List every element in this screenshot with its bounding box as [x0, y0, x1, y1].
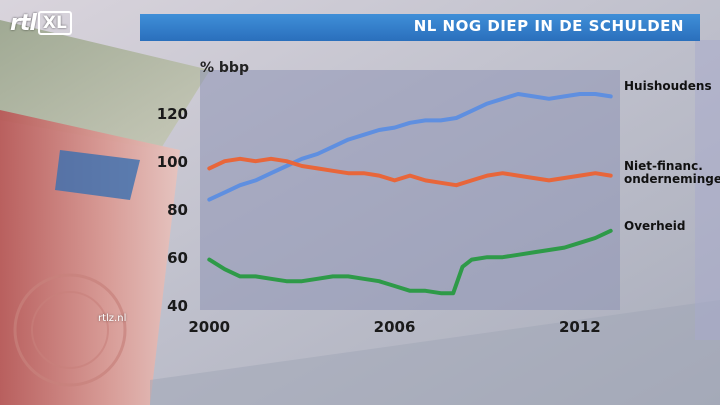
- x-axis-ticks: 2000 2006 2012: [188, 318, 600, 336]
- legend-label-households: Huishoudens: [624, 79, 712, 93]
- title-bar: NL NOG DIEP IN DE SCHULDEN: [140, 14, 700, 41]
- logo-xl-badge: XL: [37, 11, 72, 35]
- y-tick-label: 120: [157, 105, 188, 123]
- legend-label-companies: Niet-financ. ondernemingen: [624, 159, 720, 186]
- y-tick-label: 100: [157, 153, 188, 171]
- y-tick-label: 60: [167, 249, 188, 267]
- y-axis-ticks: 40 60 80 100 120: [157, 105, 188, 315]
- government-line: [207, 228, 613, 296]
- y-axis-unit-label: % bbp: [200, 60, 249, 76]
- watermark: rtlz.nl: [98, 313, 127, 324]
- households-line: [207, 92, 613, 202]
- y-tick-label: 40: [167, 297, 188, 315]
- logo-rtl-text: rtl: [10, 10, 37, 36]
- channel-logo: rtl XL: [10, 8, 72, 38]
- x-tick-label: 2012: [559, 318, 601, 336]
- y-tick-label: 80: [167, 201, 188, 219]
- x-tick-label: 2000: [188, 318, 230, 336]
- series-lines: [207, 92, 613, 296]
- x-tick-label: 2006: [374, 318, 416, 336]
- companies-line: [207, 156, 613, 188]
- chart-title: NL NOG DIEP IN DE SCHULDEN: [413, 17, 684, 35]
- legend-label-government: Overheid: [624, 219, 686, 233]
